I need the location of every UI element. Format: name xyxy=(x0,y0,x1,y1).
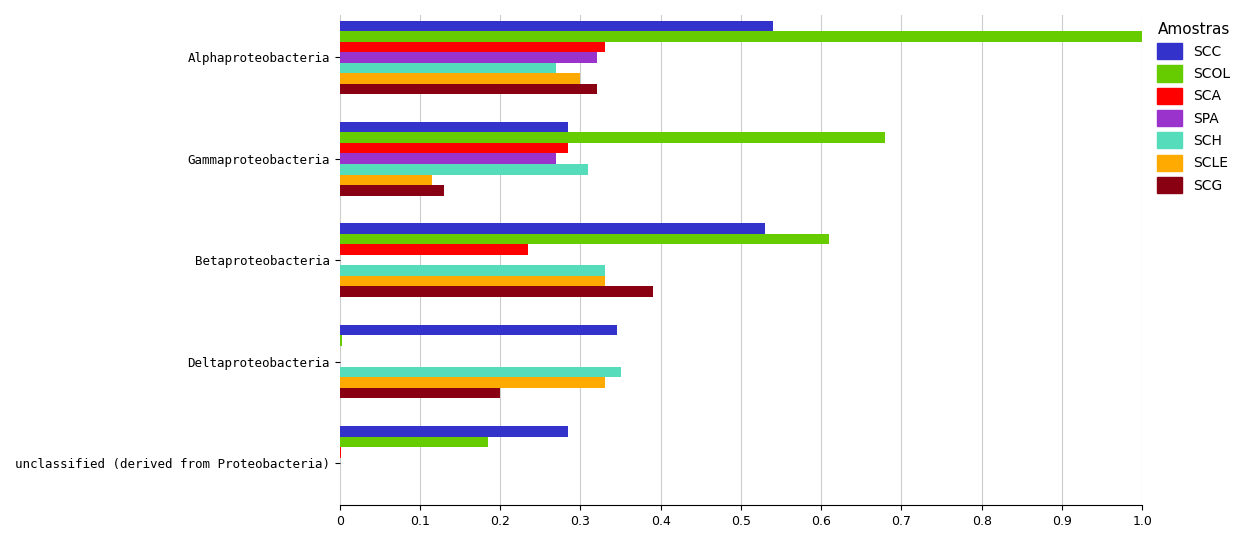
Bar xyxy=(339,244,529,255)
Bar xyxy=(339,234,829,244)
Bar xyxy=(339,84,596,94)
Bar xyxy=(339,31,1142,42)
Bar xyxy=(339,367,621,377)
Bar xyxy=(339,174,431,185)
Bar xyxy=(339,52,596,62)
Bar xyxy=(339,62,556,73)
Bar xyxy=(339,266,605,276)
Bar xyxy=(339,185,444,195)
Bar xyxy=(339,325,616,335)
Legend: SCC, SCOL, SCA, SPA, SCH, SCLE, SCG: SCC, SCOL, SCA, SPA, SCH, SCLE, SCG xyxy=(1157,22,1231,193)
Bar xyxy=(339,447,342,458)
Bar xyxy=(339,143,569,154)
Bar xyxy=(339,426,569,437)
Bar xyxy=(339,276,605,287)
Bar xyxy=(339,122,569,132)
Bar xyxy=(339,73,580,84)
Bar xyxy=(339,388,500,399)
Bar xyxy=(339,164,589,174)
Bar xyxy=(339,437,488,447)
Bar xyxy=(339,154,556,164)
Bar xyxy=(339,287,652,297)
Bar xyxy=(339,377,605,388)
Bar xyxy=(339,42,605,52)
Bar xyxy=(339,21,773,31)
Bar xyxy=(339,132,885,143)
Bar xyxy=(339,335,342,346)
Bar xyxy=(339,223,764,234)
